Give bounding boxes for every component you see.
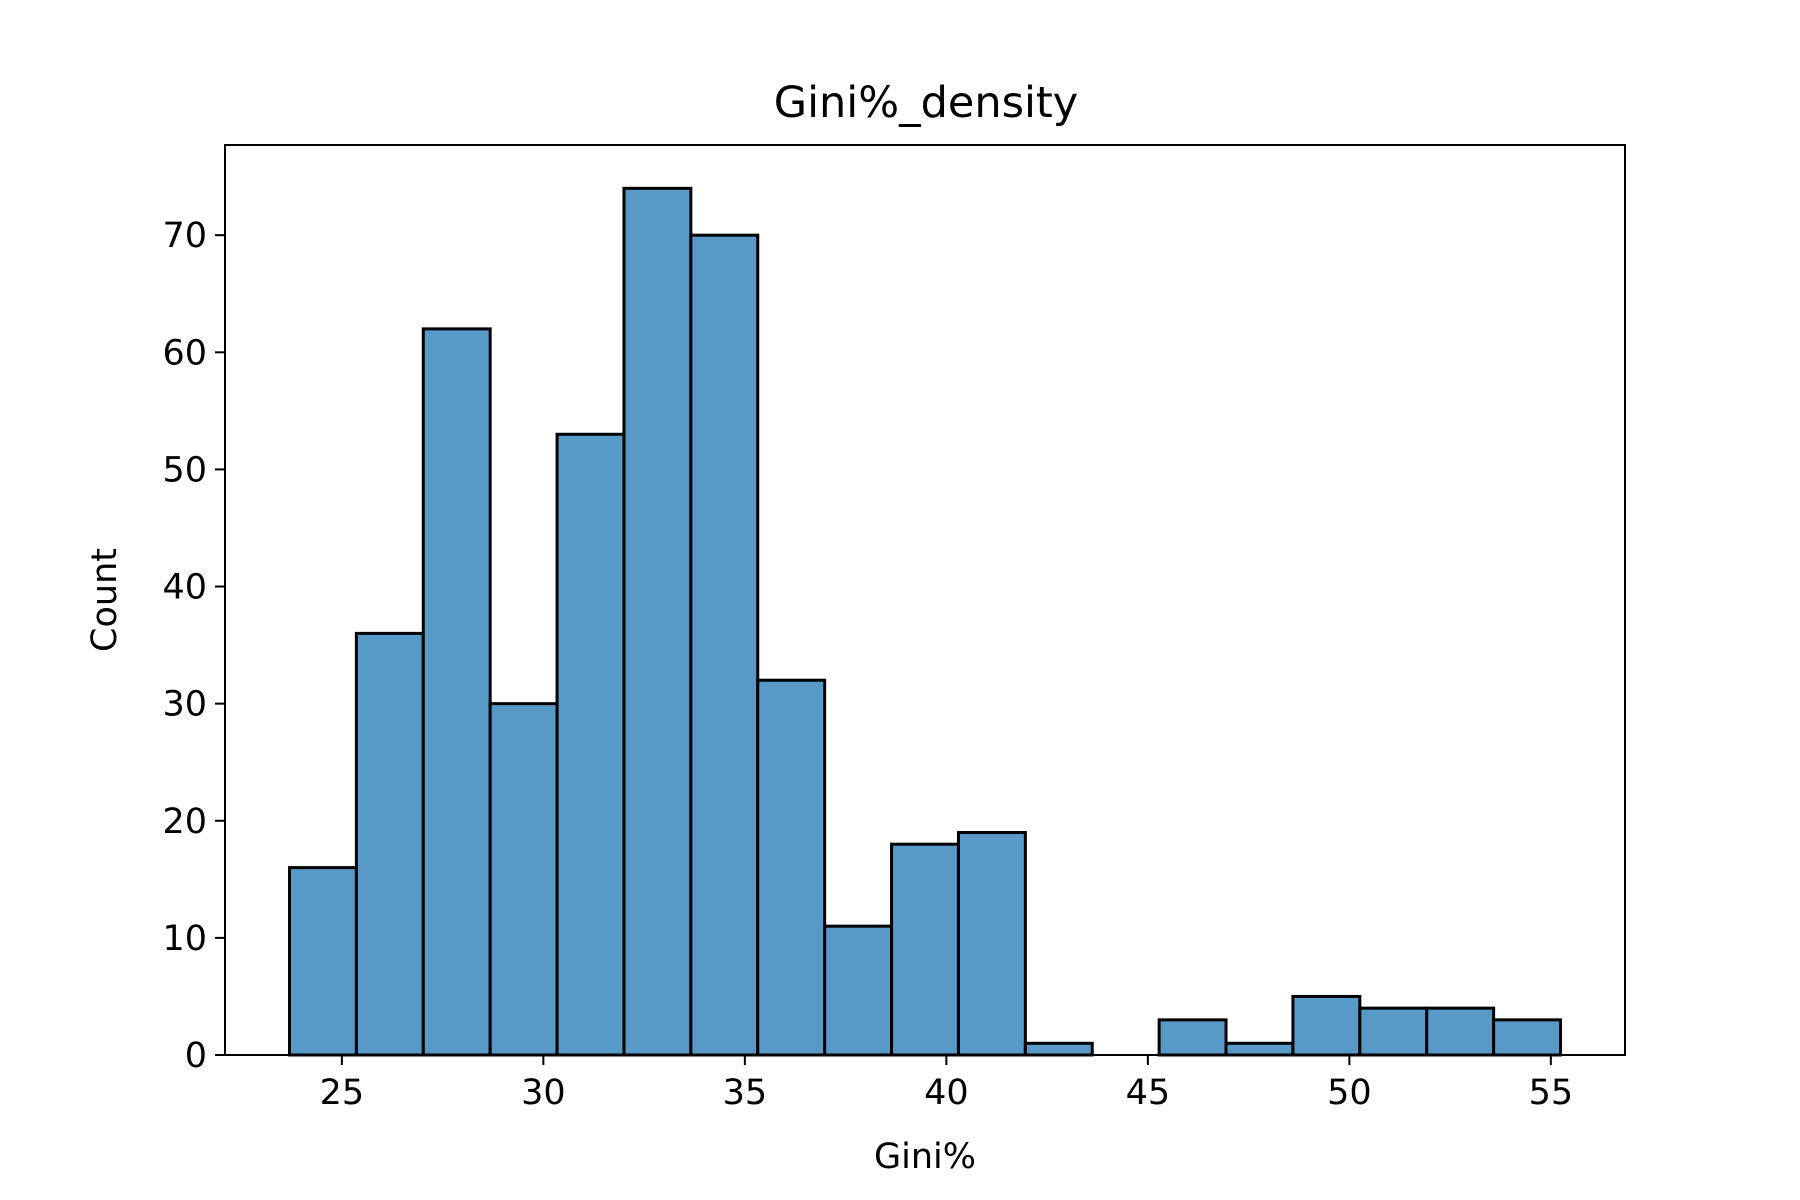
x-tick-label: 35 [723, 1073, 768, 1113]
y-axis-label: Count [85, 548, 125, 652]
histogram-bar [956, 830, 1027, 1057]
histogram-bar [354, 631, 425, 1057]
y-tick-label: 70 [162, 216, 207, 256]
bars-group [287, 186, 1563, 1057]
y-axis-ticks: 0 10 20 30 40 50 60 70 [162, 216, 225, 1076]
y-tick-label: 30 [162, 685, 207, 725]
x-axis-ticks: 25 30 35 40 45 50 55 [320, 1055, 1574, 1113]
x-tick-label: 50 [1327, 1073, 1372, 1113]
y-tick-label: 10 [162, 919, 207, 959]
histogram-bar [488, 702, 559, 1057]
x-axis-label: Gini% [874, 1137, 976, 1177]
histogram-bar [1291, 994, 1362, 1057]
histogram-bar [421, 327, 492, 1057]
histogram-bar [823, 924, 894, 1057]
histogram-bar [1157, 1018, 1228, 1057]
chart-title: Gini%_density [774, 78, 1079, 128]
histogram-bar [1492, 1018, 1563, 1057]
x-tick-label: 40 [924, 1073, 969, 1113]
histogram-bar [1358, 1006, 1429, 1057]
histogram-bar [1425, 1006, 1496, 1057]
histogram-bar [1224, 1041, 1295, 1057]
histogram-bar [756, 678, 827, 1057]
histogram-bar [890, 842, 960, 1057]
x-tick-label: 30 [521, 1073, 566, 1113]
x-tick-label: 25 [320, 1073, 365, 1113]
y-tick-label: 20 [162, 802, 207, 842]
y-tick-label: 50 [162, 450, 207, 490]
plot-frame [224, 144, 1626, 1056]
y-tick-label: 0 [185, 1036, 207, 1076]
histogram-bar [622, 186, 693, 1057]
histogram-bar [287, 866, 358, 1057]
y-tick-label: 40 [162, 568, 207, 608]
histogram-bar [555, 432, 626, 1057]
histogram-bar [1023, 1041, 1094, 1057]
x-tick-label: 55 [1529, 1073, 1574, 1113]
histogram-bar [689, 233, 760, 1057]
x-tick-label: 45 [1126, 1073, 1171, 1113]
y-tick-label: 60 [162, 333, 207, 373]
